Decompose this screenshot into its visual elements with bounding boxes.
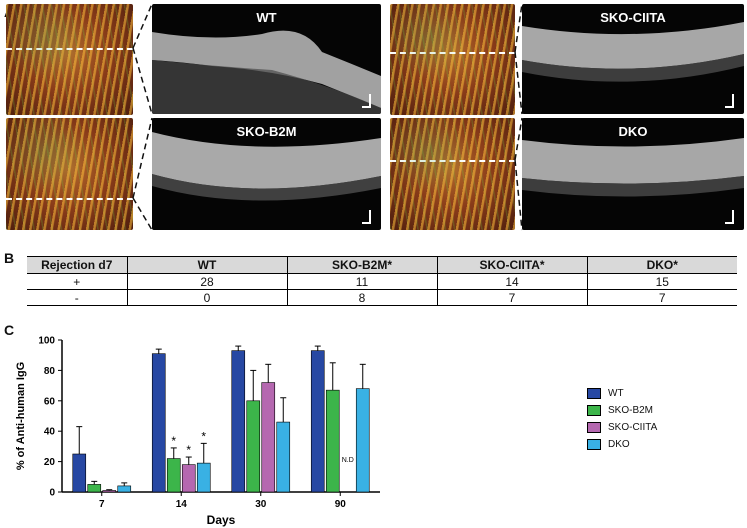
bar — [261, 382, 276, 493]
significance-star: * — [186, 443, 191, 457]
y-tick-label: 80 — [44, 366, 56, 377]
table-row: - 0 8 7 7 — [27, 289, 737, 306]
oct-label-wt: WT — [256, 10, 277, 25]
legend-swatch-dko — [587, 439, 601, 450]
fundus-image-sko-b2m — [6, 118, 133, 230]
legend-swatch-sko-b2m — [587, 405, 601, 416]
bar — [72, 453, 87, 493]
bar — [310, 350, 325, 493]
legend-swatch-sko-ciita — [587, 422, 601, 433]
legend-label: WT — [608, 388, 624, 399]
panel-letter-c: C — [4, 322, 15, 338]
not-detected-label: N.D — [342, 457, 354, 464]
table-cell: 7 — [586, 289, 737, 306]
bar — [355, 388, 370, 493]
significance-star: * — [201, 429, 206, 443]
table-cell: 8 — [286, 289, 437, 306]
y-tick-label: 100 — [38, 336, 55, 347]
bar — [231, 350, 246, 493]
bar — [325, 389, 340, 493]
y-tick-label: 40 — [44, 427, 56, 438]
legend-label: DKO — [608, 439, 630, 450]
table-cell: 0 — [126, 289, 287, 306]
bar — [181, 464, 196, 493]
table-row: + 28 11 14 15 — [27, 273, 737, 290]
table-cell: 11 — [286, 273, 437, 290]
bar — [151, 353, 166, 493]
bar — [102, 490, 117, 493]
oct-image-sko-ciita: SKO-CIITA — [522, 4, 744, 114]
fundus-image-wt — [6, 4, 133, 115]
y-tick-label: 60 — [44, 396, 56, 407]
fundus-image-dko — [390, 118, 515, 230]
table-header: SKO-B2M* — [286, 256, 437, 274]
table-cell: - — [27, 289, 127, 306]
legend-label: SKO-B2M — [608, 405, 654, 416]
y-axis-label: % of Anti-human IgG — [15, 362, 27, 470]
connector-lines — [132, 3, 523, 231]
legend-item-dko: DKO — [587, 439, 630, 450]
x-tick-label: 30 — [255, 499, 267, 510]
bar — [117, 485, 132, 493]
panel-letter-b: B — [4, 250, 15, 266]
legend-swatch-wt — [587, 388, 601, 399]
bar — [87, 484, 102, 493]
x-axis-label: Days — [207, 513, 236, 527]
rejection-table: Rejection d7 WT SKO-B2M* SKO-CIITA* DKO*… — [27, 256, 737, 306]
legend-item-wt: WT — [587, 388, 624, 399]
legend-item-sko-ciita: SKO-CIITA — [587, 422, 657, 433]
oct-label-dko: DKO — [618, 124, 648, 139]
legend-item-sko-b2m: SKO-B2M — [587, 405, 653, 416]
x-tick-label: 14 — [176, 499, 188, 510]
bar — [196, 462, 211, 493]
y-tick-label: 0 — [49, 488, 55, 499]
fundus-image-sko-ciita — [390, 4, 515, 115]
table-cell: 7 — [436, 289, 587, 306]
igg-bar-chart: 0 20 40 60 80 100 % of Anti-human IgG 7 * * * 14 30 N… — [15, 336, 380, 527]
table-header: Rejection d7 — [27, 256, 127, 274]
legend-label: SKO-CIITA — [608, 422, 658, 433]
oct-image-sko-b2m: SKO-B2M — [152, 118, 381, 230]
table-cell: + — [73, 274, 81, 289]
oct-image-dko: DKO — [522, 118, 744, 230]
y-tick-label: 20 — [44, 457, 56, 468]
table-header: SKO-CIITA* — [436, 256, 587, 274]
table-cell: 15 — [586, 273, 737, 290]
table-header: WT — [126, 256, 287, 274]
oct-image-wt: WT — [152, 4, 381, 114]
bar — [276, 421, 291, 493]
table-cell: 28 — [126, 273, 287, 290]
x-tick-label: 90 — [335, 499, 347, 510]
bar — [246, 400, 261, 493]
table-header: DKO* — [586, 256, 737, 274]
x-tick-label: 7 — [99, 499, 105, 510]
bar — [166, 458, 181, 493]
table-header-row: Rejection d7 WT SKO-B2M* SKO-CIITA* DKO* — [27, 256, 737, 274]
oct-label-sko-b2m: SKO-B2M — [236, 124, 297, 139]
significance-star: * — [171, 434, 176, 448]
table-cell: 14 — [436, 273, 587, 290]
oct-label-sko-ciita: SKO-CIITA — [600, 10, 666, 25]
